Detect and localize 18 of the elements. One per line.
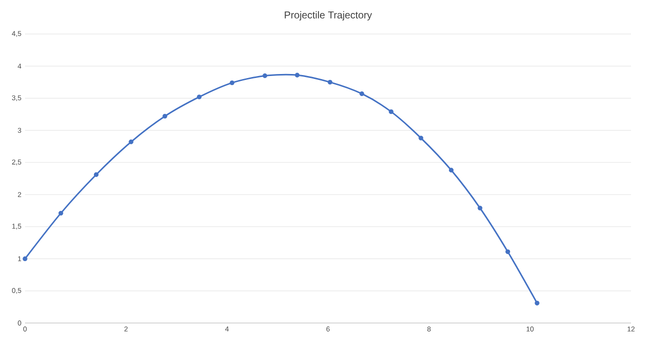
point xyxy=(294,72,300,78)
point xyxy=(196,94,202,100)
point xyxy=(262,73,268,78)
point xyxy=(128,140,134,144)
point xyxy=(58,210,64,216)
point xyxy=(418,136,424,140)
point xyxy=(230,80,234,86)
point xyxy=(534,300,540,306)
point xyxy=(359,91,364,96)
chart-title: Projectile Trajectory xyxy=(284,11,372,20)
point xyxy=(388,109,394,114)
point xyxy=(22,256,28,262)
point xyxy=(94,172,99,177)
point xyxy=(448,168,454,172)
point xyxy=(328,80,332,85)
point xyxy=(162,114,168,119)
point xyxy=(478,206,482,210)
point xyxy=(505,249,510,254)
